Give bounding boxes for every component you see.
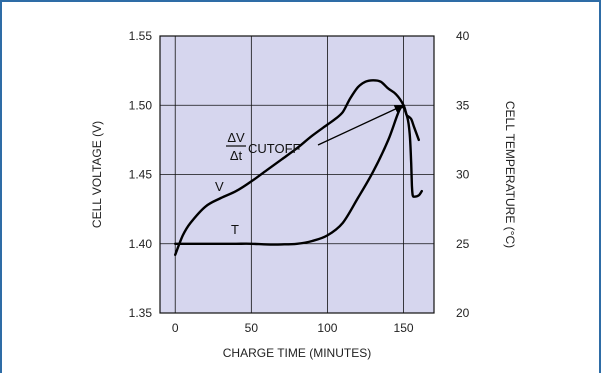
series-label-t: T (231, 222, 239, 237)
x-tick-label: 150 (394, 321, 414, 335)
y-tick-label-left: 1.45 (129, 168, 153, 182)
y-axis-label-right: CELL TEMPERATURE (°C) (503, 101, 517, 248)
cutoff-annotation: ΔV Δt CUTOFF (226, 104, 405, 163)
y-tick-label-right: 35 (456, 98, 470, 112)
y-tick-label-left: 1.40 (129, 237, 153, 251)
x-axis-label: CHARGE TIME (MINUTES) (223, 346, 371, 360)
annotation-delta-t: Δt (230, 148, 243, 163)
y-tick-label-left: 1.35 (129, 306, 153, 320)
y-tick-label-right: 25 (456, 237, 470, 251)
y-tick-label-left: 1.55 (129, 29, 153, 43)
annotation-cutoff-label: CUTOFF (248, 141, 301, 156)
cutoff-arrow (317, 104, 405, 146)
series-line-t (174, 105, 423, 246)
y-tick-label-right: 40 (456, 29, 470, 43)
x-tick-label: 50 (245, 321, 259, 335)
x-tick-label: 0 (172, 321, 179, 335)
grid (160, 35, 434, 314)
series (174, 79, 423, 256)
y-tick-label-right: 30 (456, 168, 470, 182)
y-tick-label-right: 20 (456, 306, 470, 320)
axis-ticks: 0 50 100 150 1.35 1.40 1.45 1.50 1.55 20 25 30 35 40 (129, 29, 470, 335)
y-axis-label-left: CELL VOLTAGE (V) (90, 121, 104, 228)
y-tick-label-left: 1.50 (129, 98, 153, 112)
series-label-v: V (215, 179, 224, 194)
x-tick-label: 100 (317, 321, 337, 335)
annotation-delta-v: ΔV (227, 130, 245, 145)
